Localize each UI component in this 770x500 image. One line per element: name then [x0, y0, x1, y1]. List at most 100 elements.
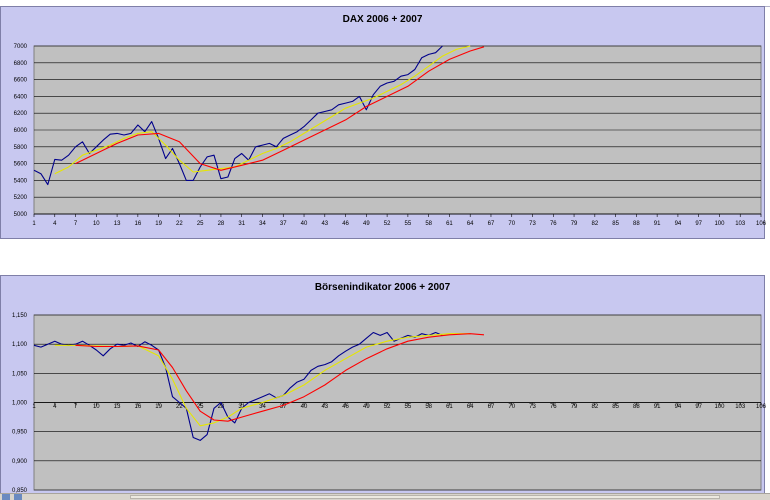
x-tick-label: 43 — [321, 221, 328, 227]
x-tick-label: 22 — [176, 404, 183, 410]
x-tick-label: 58 — [425, 404, 432, 410]
y-tick-label: 0,900 — [12, 459, 28, 465]
x-tick-label: 97 — [695, 221, 702, 227]
x-tick-label: 46 — [342, 221, 349, 227]
x-tick-label: 67 — [488, 221, 495, 227]
x-tick-label: 82 — [591, 221, 598, 227]
x-tick-label: 94 — [675, 404, 682, 410]
x-tick-label: 97 — [695, 404, 702, 410]
x-tick-label: 100 — [714, 221, 725, 227]
series-line — [33, 45, 443, 186]
series-line — [33, 331, 443, 441]
x-tick-label: 52 — [384, 404, 391, 410]
x-tick-label: 1 — [32, 221, 36, 227]
y-tick-label: 5000 — [14, 212, 28, 218]
x-tick-label: 4 — [53, 404, 57, 410]
x-tick-label: 34 — [259, 404, 266, 410]
x-tick-label: 25 — [197, 221, 204, 227]
series-line — [75, 46, 485, 171]
x-tick-label: 67 — [488, 404, 495, 410]
x-tick-label: 88 — [633, 404, 640, 410]
x-tick-label: 1 — [32, 404, 36, 410]
x-tick-label: 31 — [238, 404, 245, 410]
x-tick-label: 13 — [114, 221, 121, 227]
x-tick-label: 28 — [218, 221, 225, 227]
y-tick-label: 6000 — [14, 128, 28, 134]
y-tick-label: 6200 — [14, 111, 28, 117]
x-tick-label: 85 — [612, 221, 619, 227]
x-tick-label: 7 — [74, 404, 78, 410]
x-tick-label: 58 — [425, 221, 432, 227]
x-tick-label: 76 — [550, 404, 557, 410]
x-tick-label: 55 — [405, 404, 412, 410]
x-tick-label: 28 — [218, 404, 225, 410]
x-tick-label: 43 — [321, 404, 328, 410]
x-tick-label: 34 — [259, 221, 266, 227]
y-tick-label: 5400 — [14, 178, 28, 184]
y-tick-label: 5600 — [14, 162, 28, 168]
x-tick-label: 19 — [155, 221, 162, 227]
x-tick-label: 10 — [93, 221, 100, 227]
x-tick-label: 106 — [756, 404, 766, 410]
y-tick-label: 1,100 — [12, 342, 28, 348]
x-tick-label: 16 — [135, 221, 142, 227]
x-tick-label: 40 — [301, 221, 308, 227]
y-tick-label: 1,150 — [12, 313, 28, 319]
x-tick-label: 7 — [74, 221, 78, 227]
x-tick-label: 100 — [714, 404, 725, 410]
dax-chart-svg: 7000 6800 6600 6400 6200 6000 5800 5600 5400 5200… — [14, 44, 766, 227]
y-tick-label: 0,850 — [12, 488, 28, 494]
y-tick-label: 6800 — [14, 61, 28, 67]
dax-chart-panel: DAX 2006 + 2007 7000 6800 6600 6400 6200 6000… — [0, 6, 766, 239]
x-tick-label: 13 — [114, 404, 121, 410]
y-tick-label: 7000 — [14, 44, 28, 50]
x-tick-label: 91 — [654, 404, 661, 410]
sheet-icon[interactable] — [2, 494, 10, 500]
x-tick-label: 94 — [675, 221, 682, 227]
x-tick-label: 106 — [756, 221, 766, 227]
x-tick-label: 46 — [342, 404, 349, 410]
x-tick-label: 19 — [155, 404, 162, 410]
x-tick-label: 25 — [197, 404, 204, 410]
y-tick-label: 6400 — [14, 94, 28, 100]
y-tick-label: 6600 — [14, 78, 28, 84]
x-tick-label: 40 — [301, 404, 308, 410]
horizontal-scrollbar[interactable] — [130, 495, 720, 499]
x-tick-label: 73 — [529, 404, 536, 410]
x-tick-label: 88 — [633, 221, 640, 227]
x-tick-label: 76 — [550, 221, 557, 227]
x-tick-label: 103 — [735, 404, 746, 410]
x-tick-label: 73 — [529, 221, 536, 227]
y-tick-label: 5800 — [14, 145, 28, 151]
x-tick-label: 52 — [384, 221, 391, 227]
x-tick-label: 31 — [238, 221, 245, 227]
x-tick-label: 37 — [280, 221, 287, 227]
y-tick-label: 1,050 — [12, 371, 28, 377]
x-tick-label: 61 — [446, 404, 453, 410]
y-tick-label: 5200 — [14, 195, 28, 201]
x-tick-label: 37 — [280, 404, 287, 410]
indicator-chart-panel: Börsenindikator 2006 + 2007 1,150 1,100 1,… — [0, 275, 766, 495]
series-line — [54, 45, 471, 175]
x-tick-label: 22 — [176, 221, 183, 227]
x-tick-label: 49 — [363, 221, 370, 227]
x-tick-label: 85 — [612, 404, 619, 410]
y-tick-label: 0,950 — [12, 430, 28, 436]
x-tick-label: 4 — [53, 221, 57, 227]
x-tick-label: 64 — [467, 221, 474, 227]
x-tick-label: 103 — [735, 221, 746, 227]
sheet-icon[interactable] — [14, 494, 22, 500]
x-tick-label: 16 — [135, 404, 142, 410]
y-tick-label: 1,000 — [12, 401, 28, 407]
x-tick-label: 91 — [654, 221, 661, 227]
x-tick-label: 79 — [571, 404, 578, 410]
series-line — [75, 333, 485, 422]
x-tick-label: 79 — [571, 221, 578, 227]
x-tick-label: 10 — [93, 404, 100, 410]
x-tick-label: 70 — [508, 221, 515, 227]
x-tick-label: 64 — [467, 404, 474, 410]
x-tick-label: 82 — [591, 404, 598, 410]
x-tick-label: 55 — [405, 221, 412, 227]
x-tick-label: 70 — [508, 404, 515, 410]
indicator-chart-svg: 1,150 1,100 1,050 1,000 0,950 0,900 0,850 1 4 7 10… — [12, 313, 766, 494]
